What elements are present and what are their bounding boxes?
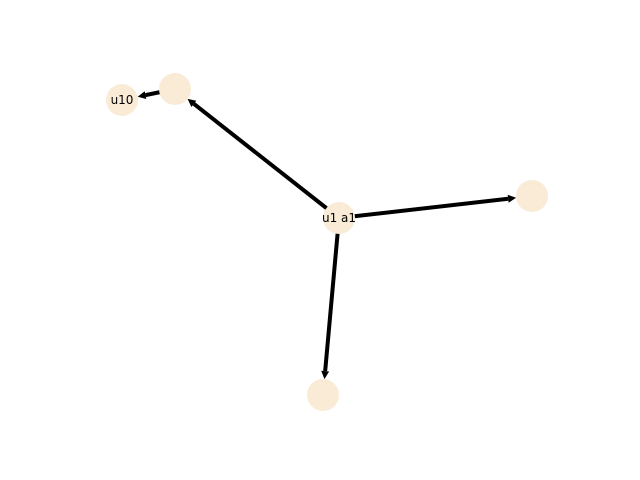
node-upper-left	[159, 73, 191, 105]
edge-hub-to-bottom	[321, 217, 341, 380]
node-circle	[307, 379, 339, 411]
arrowhead-icon	[137, 91, 147, 100]
edge-line	[338, 196, 509, 220]
node-right	[516, 180, 548, 212]
node-circle	[159, 73, 191, 105]
node-far-left: u10	[106, 84, 138, 116]
node-label: u1 a1	[322, 211, 356, 225]
node-hub: u1 a1	[322, 202, 356, 234]
node-circle	[106, 84, 138, 116]
node-circle	[323, 202, 355, 234]
node-circle	[516, 180, 548, 212]
edge-line	[192, 102, 341, 220]
edge-line	[323, 217, 341, 372]
arrowhead-icon	[187, 98, 197, 107]
arrowhead-icon	[507, 194, 517, 203]
node-bottom	[307, 379, 339, 411]
edge-hub-to-right	[338, 194, 517, 220]
edge-hub-to-upper-left	[187, 98, 341, 220]
node-label: u10	[111, 93, 134, 107]
edge-layer	[137, 87, 517, 380]
arrowhead-icon	[321, 370, 330, 380]
node-layer: u1 a1 u10	[106, 73, 548, 411]
